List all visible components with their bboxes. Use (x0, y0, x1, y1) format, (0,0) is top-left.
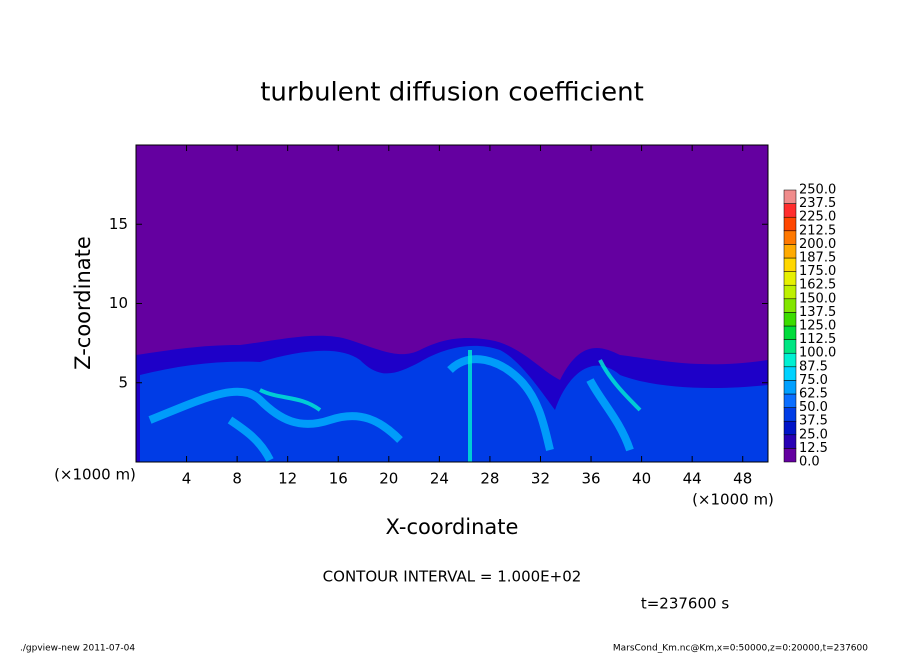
x-tick-label: 4 (182, 470, 192, 488)
colorbar-swatch (783, 366, 797, 381)
colorbar-label: 225.0 (799, 210, 836, 225)
footer-left: ./gpview-new 2011-07-04 (20, 644, 135, 654)
x-tick-label: 48 (733, 470, 752, 488)
colorbar-swatch (783, 352, 797, 368)
colorbar-swatch (783, 189, 797, 204)
x-tick-label: 12 (278, 470, 297, 488)
colorbar-label: 50.0 (799, 400, 828, 415)
colorbar-swatch (783, 325, 797, 340)
colorbar-label: 25.0 (799, 427, 828, 442)
x-tick-label: 8 (232, 470, 242, 488)
x-tick-label: 44 (683, 470, 702, 488)
y-tick-label: 10 (109, 294, 128, 312)
colorbar-label: 162.5 (799, 278, 836, 293)
colorbar-swatch (783, 298, 797, 313)
x-axis-label: X-coordinate (386, 515, 519, 539)
x-unit: (×1000 m) (692, 491, 774, 509)
x-tick-label: 32 (531, 470, 550, 488)
footer-right: MarsCond_Km.nc@Km,x=0:50000,z=0:20000,t=… (613, 644, 868, 654)
x-tick-label: 16 (329, 470, 348, 488)
colorbar-swatch (783, 203, 797, 218)
colorbar-swatch (783, 271, 797, 286)
x-tick-label: 24 (430, 470, 449, 488)
colorbar-swatch (783, 216, 797, 232)
colorbar-label: 87.5 (799, 359, 828, 374)
colorbar-swatch (783, 434, 797, 449)
colorbar-label: 187.5 (799, 251, 836, 266)
time-label: t=237600 s (641, 595, 729, 613)
colorbar-label: 100.0 (799, 346, 836, 361)
field (136, 145, 768, 462)
colorbar-swatch (783, 407, 797, 422)
colorbar-swatch (783, 393, 797, 408)
colorbar-label: 200.0 (799, 237, 836, 252)
colorbar-label: 150.0 (799, 291, 836, 306)
colorbar-label: 175.0 (799, 264, 836, 279)
colorbar-swatch (783, 230, 797, 245)
colorbar-label: 0.0 (799, 455, 820, 470)
colorbar-swatch (783, 257, 797, 272)
colorbar-label: 137.5 (799, 305, 836, 320)
chart-title: turbulent diffusion coefficient (260, 78, 644, 108)
colorbar-label: 62.5 (799, 387, 828, 402)
y-tick-label: 15 (109, 215, 128, 233)
y-axis-label: Z-coordinate (71, 236, 95, 370)
colorbar-label: 125.0 (799, 319, 836, 334)
colorbar-swatch (783, 284, 797, 300)
y-tick-label: 5 (118, 373, 128, 391)
colorbar-label: 237.5 (799, 196, 836, 211)
colorbar-swatch (783, 244, 797, 259)
colorbar-swatch (783, 420, 797, 436)
colorbar-label: 12.5 (799, 441, 828, 456)
x-tick-label: 36 (581, 470, 600, 488)
x-unit: (×1000 m) (54, 466, 136, 484)
colorbar-label: 250.0 (799, 183, 836, 198)
colorbar-swatch (783, 312, 797, 327)
x-tick-label: 20 (379, 470, 398, 488)
colorbar-swatch (783, 339, 797, 354)
x-tick-label: 28 (480, 470, 499, 488)
contour-interval: CONTOUR INTERVAL = 1.000E+02 (323, 568, 582, 586)
colorbar-label: 112.5 (799, 332, 836, 347)
colorbar-label: 212.5 (799, 223, 836, 238)
colorbar-label: 37.5 (799, 414, 828, 429)
colorbar-swatch (783, 448, 797, 463)
colorbar-label: 75.0 (799, 373, 828, 388)
colorbar-swatch (783, 380, 797, 395)
x-tick-label: 40 (632, 470, 651, 488)
